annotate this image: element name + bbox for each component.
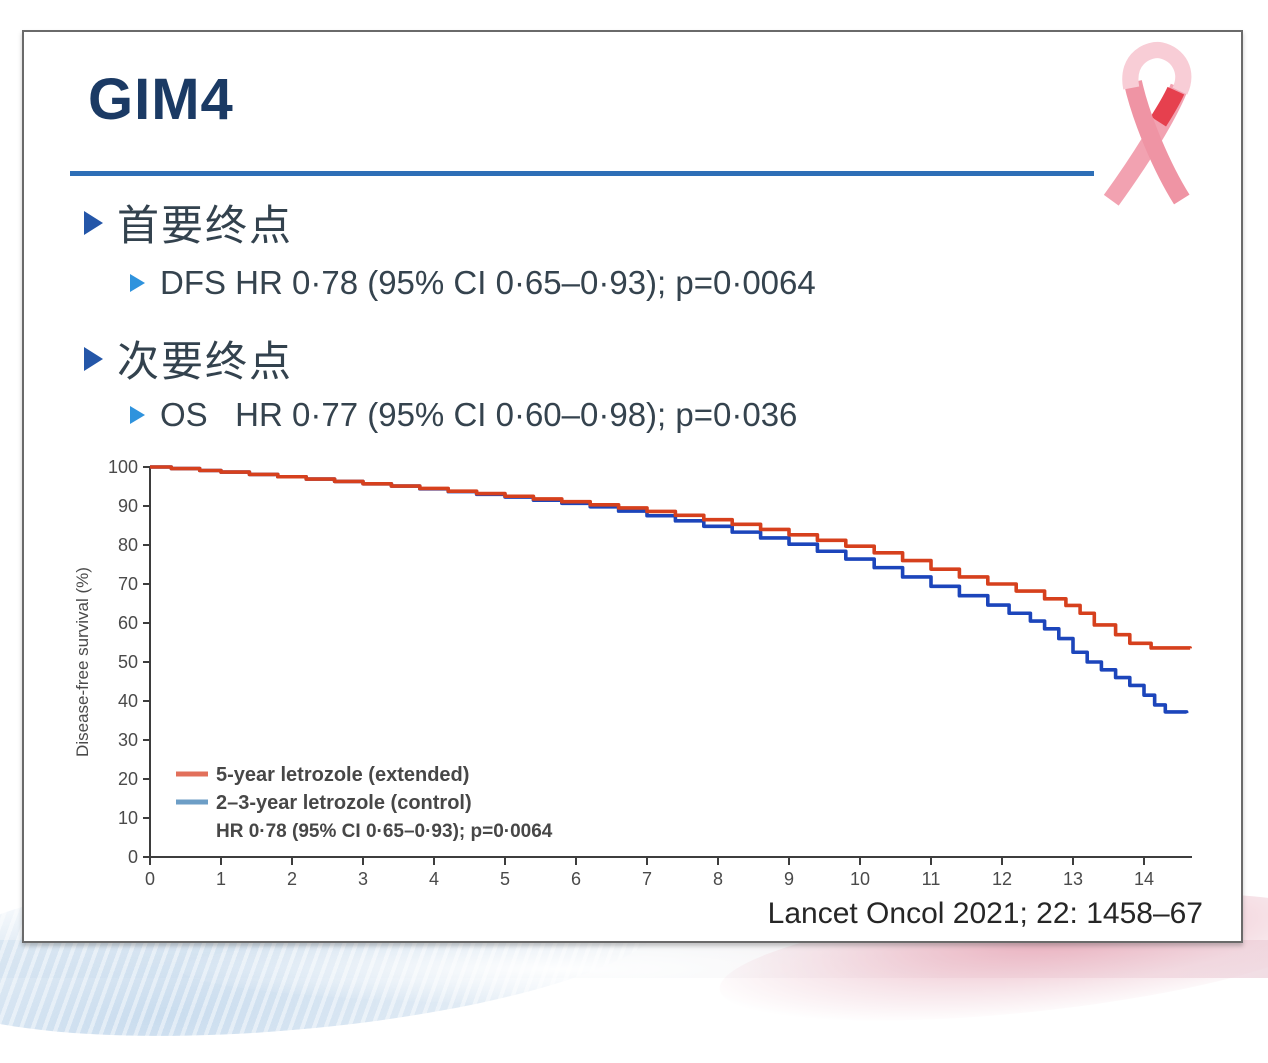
x-tick-label: 6 — [571, 869, 581, 889]
x-tick-label: 13 — [1063, 869, 1083, 889]
page-background: { "slide": { "title": "GIM4", "bullets":… — [0, 30, 1268, 1063]
bullet-triangle-icon — [84, 210, 103, 235]
x-tick-label: 11 — [922, 869, 941, 889]
y-tick-label: 10 — [118, 808, 138, 828]
y-tick-label: 70 — [118, 574, 138, 594]
x-tick-label: 1 — [216, 869, 226, 889]
x-tick-label: 14 — [1134, 869, 1154, 889]
legend-label: 5-year letrozole (extended) — [216, 764, 469, 786]
y-tick-label: 90 — [118, 496, 138, 516]
bullet-triangle-icon — [84, 346, 103, 371]
bullet-triangle-icon — [130, 274, 145, 292]
x-tick-label: 0 — [145, 869, 155, 889]
y-tick-label: 50 — [118, 652, 138, 672]
x-tick-label: 2 — [287, 869, 297, 889]
y-tick-label: 80 — [118, 535, 138, 555]
x-tick-label: 7 — [642, 869, 652, 889]
x-tick-label: 12 — [992, 869, 1012, 889]
y-tick-label: 20 — [118, 769, 138, 789]
bullet-item-secondary-endpoint: 次要终点 — [84, 328, 293, 389]
bullet-item-os-result: OS HR 0·77 (95% CI 0·60–0·98); p=0·036 — [130, 396, 797, 434]
x-tick-label: 8 — [713, 869, 723, 889]
bullet-item-dfs-result: DFS HR 0·78 (95% CI 0·65–0·93); p=0·0064 — [130, 264, 816, 302]
y-tick-label: 40 — [118, 691, 138, 711]
title-divider — [70, 171, 1094, 176]
x-tick-label: 9 — [784, 869, 794, 889]
bullet-text: 次要终点 — [117, 338, 294, 385]
km-curve — [150, 465, 1192, 650]
bullet-text: OS HR 0·77 (95% CI 0·60–0·98); p=0·036 — [160, 396, 798, 433]
bullet-item-primary-endpoint: 首要终点 — [84, 192, 293, 253]
x-tick-label: 5 — [500, 869, 510, 889]
legend-label: 2–3-year letrozole (control) — [216, 792, 472, 814]
citation: Lancet Oncol 2021; 22: 1458–67 — [767, 897, 1203, 930]
y-tick-label: 30 — [118, 730, 138, 750]
page-title: GIM4 — [88, 67, 234, 132]
x-tick-label: 4 — [429, 869, 439, 889]
x-tick-label: 3 — [358, 869, 368, 889]
y-axis-title: Disease-free survival (%) — [73, 567, 92, 757]
slide: GIM4 首要终点 DFS HR 0·78 (95% CI 0·65–0·93)… — [22, 30, 1243, 943]
legend-hr-note: HR 0·78 (95% CI 0·65–0·93); p=0·0064 — [216, 821, 553, 842]
y-tick-label: 60 — [118, 613, 138, 633]
bullet-text: DFS HR 0·78 (95% CI 0·65–0·93); p=0·0064 — [160, 264, 816, 301]
bullet-text: 首要终点 — [117, 202, 294, 249]
bullet-triangle-icon — [130, 406, 145, 424]
y-tick-label: 100 — [108, 457, 138, 477]
x-tick-label: 10 — [850, 869, 870, 889]
y-tick-label: 0 — [128, 847, 138, 867]
km-chart: 0 10 20 30 40 50 60 70 80 90 100 0 1 2 3 4 5 6 7 8 9 10 11 12 13… — [64, 452, 1244, 902]
pink-ribbon-icon — [1103, 41, 1192, 206]
